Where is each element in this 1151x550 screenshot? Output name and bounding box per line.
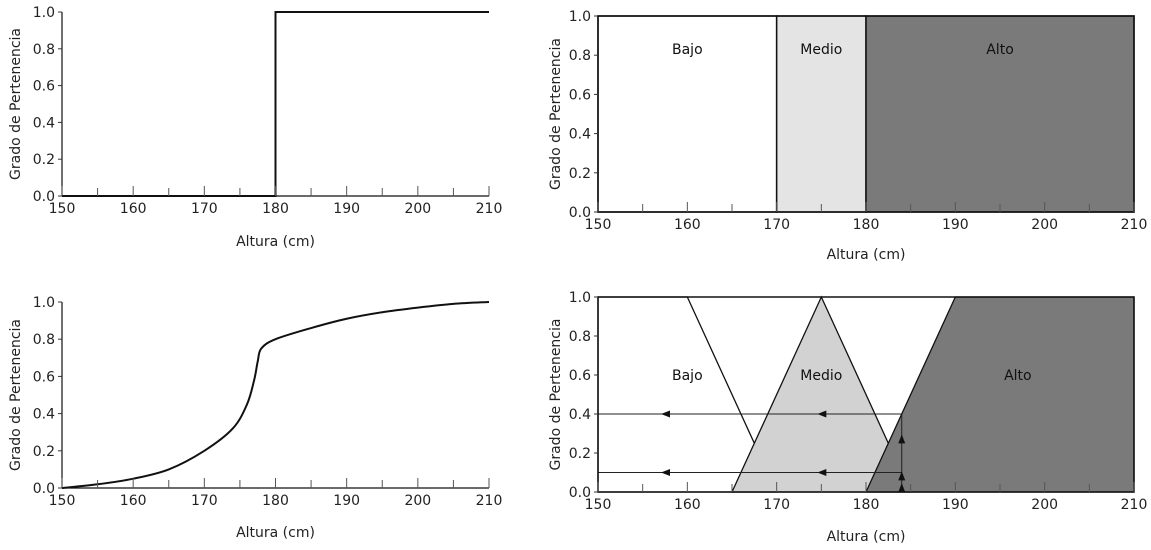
y-tick-label: 0.0 [33, 189, 55, 205]
y-tick-label: 1.0 [569, 290, 591, 306]
y-tick-label: 0.4 [33, 115, 55, 131]
y-tick-label: 1.0 [33, 5, 55, 21]
y-tick-label: 0.8 [33, 332, 55, 348]
y-tick-label: 0.2 [33, 444, 55, 460]
region-label-alto: Alto [986, 42, 1014, 58]
y-tick-label: 0.6 [33, 79, 55, 95]
x-tick-label: 160 [120, 201, 147, 217]
arrowhead [817, 469, 827, 476]
x-tick-label: 170 [191, 201, 218, 217]
x-tick-label: 160 [674, 217, 701, 233]
x-tick-label: 160 [120, 493, 147, 509]
x-tick-label: 210 [476, 201, 503, 217]
y-tick-label: 1.0 [33, 295, 55, 311]
x-tick-label: 170 [763, 497, 790, 513]
y-axis-title: Grado de Pertenencia [8, 319, 24, 471]
x-tick-label: 190 [942, 217, 969, 233]
fuzzy-label-alto: Alto [1004, 368, 1032, 384]
chart-crisp-sets: Bajo Medio Alto 150 160 170 180 190 200 210 0.0 0.2… [548, 9, 1147, 263]
y-tick-label: 0.2 [569, 446, 591, 462]
arrowhead [898, 483, 906, 493]
arrowhead [898, 471, 906, 481]
y-tick-label: 0.8 [33, 42, 55, 58]
x-tick-label: 200 [404, 493, 431, 509]
y-tick-label: 0.4 [569, 407, 591, 423]
x-axis-title: Altura (cm) [236, 234, 315, 250]
x-tick-label: 190 [333, 493, 360, 509]
chart-fuzzy-sets: Bajo Medio Alto 150 160 170 180 190 200 210 0.0 0.2… [548, 290, 1147, 545]
region-label-medio: Medio [800, 42, 842, 58]
fuzzy-label-bajo: Bajo [672, 368, 703, 384]
x-tick-label: 180 [853, 497, 880, 513]
y-tick-label: 1.0 [569, 9, 591, 25]
arrowhead [898, 434, 906, 444]
x-tick-label: 150 [585, 217, 612, 233]
x-tick-label: 150 [49, 201, 76, 217]
arrowhead [817, 410, 827, 418]
y-tick-label: 0.6 [569, 368, 591, 384]
x-tick-label: 150 [49, 493, 76, 509]
x-tick-label: 180 [262, 493, 289, 509]
y-tick-label: 0.2 [33, 152, 55, 168]
arrowhead [661, 410, 670, 418]
x-tick-label: 210 [1121, 217, 1148, 233]
y-tick-label: 0.0 [33, 481, 55, 497]
membership-curve [62, 11, 489, 197]
x-axis-title: Altura (cm) [827, 247, 906, 263]
membership-curve [61, 301, 490, 489]
x-tick-label: 150 [585, 497, 612, 513]
y-tick-label: 0.4 [33, 407, 55, 423]
x-tick-label: 190 [942, 497, 969, 513]
x-tick-label: 210 [476, 493, 503, 509]
chart-crisp-step: 150 160 170 180 190 200 210 0.0 0.2 0.4 0.6 0.8 1.0 A… [8, 5, 502, 250]
region-label-bajo: Bajo [672, 42, 703, 58]
region-bajo [597, 15, 778, 213]
x-tick-label: 190 [333, 201, 360, 217]
y-tick-label: 0.6 [33, 369, 55, 385]
y-axis-title: Grado de Pertenencia [548, 38, 564, 190]
x-tick-label: 210 [1121, 497, 1148, 513]
y-tick-label: 0.2 [569, 166, 591, 182]
y-tick-label: 0.0 [569, 205, 591, 221]
region-alto [865, 15, 1135, 213]
x-tick-label: 180 [853, 217, 880, 233]
y-tick-label: 0.0 [569, 485, 591, 501]
x-tick-label: 180 [262, 201, 289, 217]
y-axis-title: Grado de Pertenencia [548, 319, 564, 471]
y-tick-label: 0.8 [569, 48, 591, 64]
x-tick-label: 160 [674, 497, 701, 513]
x-tick-label: 170 [191, 493, 218, 509]
fuzzy-set-alto [864, 296, 1135, 493]
fuzzy-label-medio: Medio [800, 368, 842, 384]
y-tick-label: 0.4 [569, 127, 591, 143]
x-tick-label: 170 [763, 217, 790, 233]
x-axis-title: Altura (cm) [827, 529, 906, 545]
arrowhead [661, 469, 670, 476]
chart-fuzzy-sigmoid: 150 160 170 180 190 200 210 0.0 0.2 0.4 0.6 0.8 1.0 A… [8, 295, 502, 541]
x-tick-label: 200 [1031, 497, 1058, 513]
x-axis-title: Altura (cm) [236, 525, 315, 541]
y-tick-label: 0.6 [569, 87, 591, 103]
x-tick-label: 200 [1031, 217, 1058, 233]
y-tick-label: 0.8 [569, 329, 591, 345]
y-axis-title: Grado de Pertenencia [8, 28, 24, 180]
x-tick-label: 200 [404, 201, 431, 217]
